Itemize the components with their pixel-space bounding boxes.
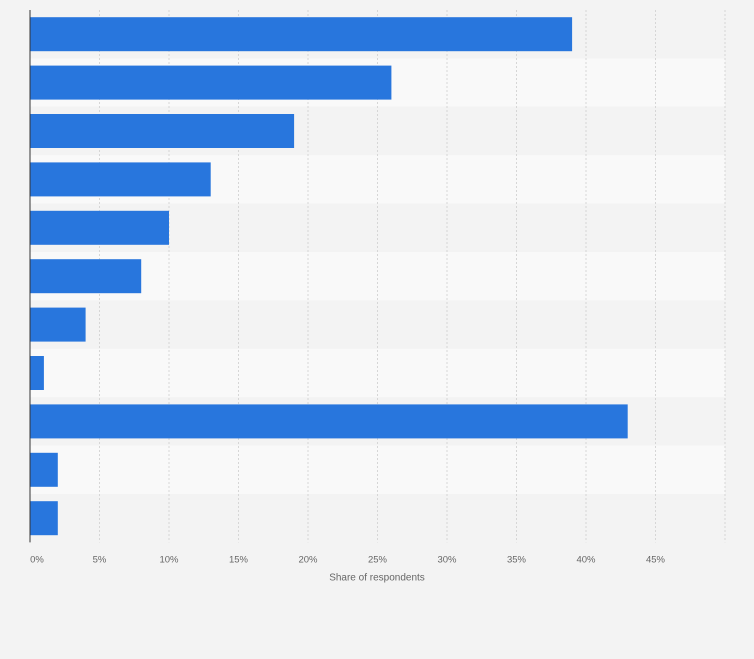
- x-tick-label: 15%: [229, 554, 249, 565]
- bar: [30, 259, 142, 294]
- x-axis-title: Share of respondents: [329, 572, 425, 583]
- bar: [30, 501, 58, 536]
- bar: [30, 452, 58, 487]
- x-tick-labels: 0% 5% 10% 15% 20% 25% 30% 35% 40% 45%: [30, 554, 665, 565]
- row-band: [30, 252, 725, 301]
- bar: [30, 404, 628, 439]
- bar: [30, 356, 44, 390]
- x-tick-label: 45%: [646, 554, 666, 565]
- bars: [30, 17, 628, 536]
- x-tick-label: 25%: [368, 554, 388, 565]
- x-tick-label: 20%: [298, 554, 318, 565]
- bar: [30, 65, 392, 100]
- x-tick-label: 0%: [30, 554, 44, 565]
- row-band: [30, 445, 725, 494]
- x-tick-label: 5%: [93, 554, 107, 565]
- bar: [30, 162, 211, 197]
- x-tick-label: 40%: [576, 554, 596, 565]
- bar: [30, 17, 573, 52]
- x-tick-label: 30%: [437, 554, 457, 565]
- row-band: [30, 348, 725, 398]
- x-tick-label: 35%: [507, 554, 527, 565]
- row-band: [30, 300, 725, 349]
- bar: [30, 114, 295, 148]
- bar: [30, 210, 169, 245]
- bar: [30, 307, 86, 342]
- x-tick-label: 10%: [159, 554, 179, 565]
